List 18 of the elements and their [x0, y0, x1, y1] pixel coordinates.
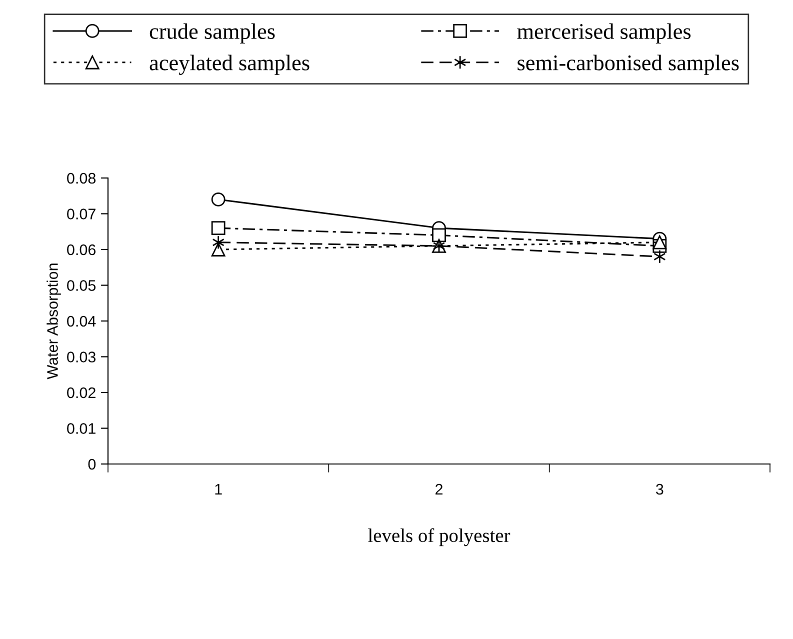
y-tick-label: 0.08: [67, 172, 96, 184]
y-axis-title: Water Absorption: [46, 264, 61, 380]
x-tick-label: 1: [215, 484, 222, 495]
x-tick-label: 2: [436, 484, 442, 495]
legend-label: mercerised samples: [517, 23, 691, 44]
legend-label: aceylated samples: [150, 54, 310, 75]
y-tick-label: 0.05: [67, 280, 96, 291]
y-tick-label: 0.04: [67, 316, 96, 327]
x-tick-label: 3: [656, 484, 664, 495]
y-tick-label: 0.02: [67, 387, 96, 398]
y-tick-label: 0.03: [67, 352, 96, 362]
y-tick-label: 0.07: [67, 208, 96, 220]
legend-label: semi-carbonised samples: [518, 54, 739, 75]
y-tick-label: 0.06: [67, 244, 96, 256]
y-tick-label: 0.01: [67, 423, 96, 434]
y-tick-label: 0: [88, 458, 96, 470]
legend-label: crude samples: [150, 23, 275, 44]
x-axis-title: levels of polyester: [368, 528, 510, 546]
